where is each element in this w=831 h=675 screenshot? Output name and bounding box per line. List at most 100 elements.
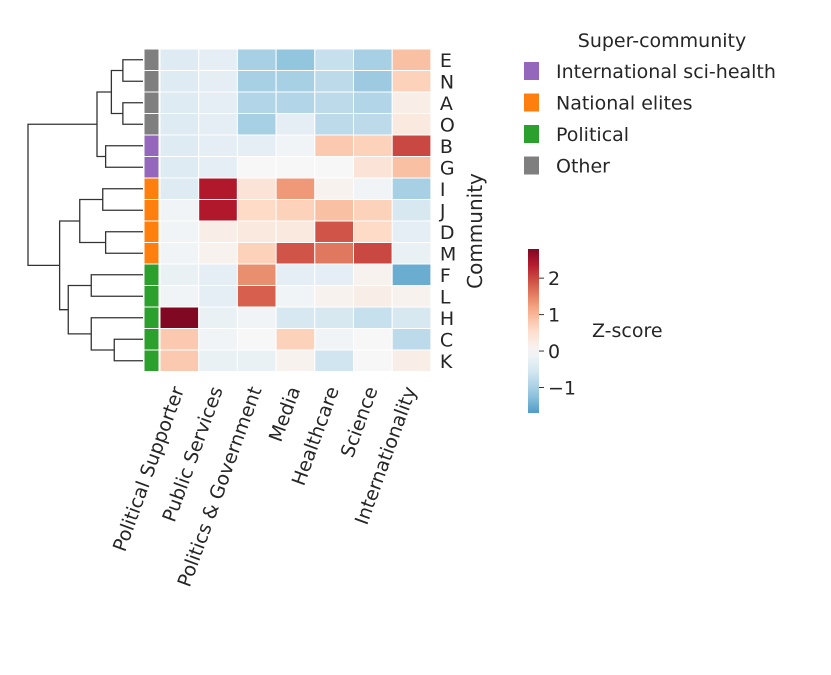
heatmap-cell xyxy=(236,263,277,286)
colorbar: 2 1 0 −1 Z-score xyxy=(528,249,663,413)
heatmap-cell xyxy=(314,156,354,179)
row-label: C xyxy=(440,329,453,351)
dendrogram-link xyxy=(102,188,143,211)
heatmap-cell xyxy=(159,177,200,200)
heatmap-cell xyxy=(353,177,393,200)
row-label: K xyxy=(440,351,453,373)
heatmap-cell xyxy=(275,70,316,93)
column-label: Media xyxy=(265,384,305,445)
heatmap-cell xyxy=(275,113,316,136)
heatmap-cell xyxy=(198,113,238,136)
heatmap-cell xyxy=(159,263,200,286)
dendrogram-link xyxy=(67,284,92,335)
heatmap-cell xyxy=(159,113,200,136)
row-label: L xyxy=(440,286,451,308)
heatmap-cell xyxy=(198,242,238,265)
heatmap-cell xyxy=(198,91,238,114)
row-label: B xyxy=(440,136,453,158)
super-community-marker xyxy=(143,220,160,243)
row-label: A xyxy=(440,93,453,115)
heatmap-cell xyxy=(198,220,238,243)
heatmap-cell xyxy=(275,349,316,372)
super-community-marker xyxy=(143,177,160,200)
dendrogram-link xyxy=(104,231,143,254)
heatmap-cell xyxy=(314,263,354,286)
legend-entry-label: Political xyxy=(556,124,629,146)
heatmap-cell xyxy=(314,349,354,372)
heatmap-cell xyxy=(353,328,393,351)
super-community-marker xyxy=(143,242,160,265)
heatmap-cell xyxy=(159,156,200,179)
super-community-strip xyxy=(143,48,160,372)
heatmap-cells xyxy=(159,48,432,372)
heatmap-cell xyxy=(314,285,354,308)
row-label: G xyxy=(440,157,455,179)
super-community-marker xyxy=(143,156,160,179)
heatmap-cell xyxy=(314,70,354,93)
heatmap-cell xyxy=(391,199,432,222)
heatmap-cell xyxy=(198,349,238,372)
heatmap-cell xyxy=(236,156,277,179)
heatmap-cell xyxy=(314,328,354,351)
heatmap-cell xyxy=(275,306,316,329)
row-label: E xyxy=(440,50,452,72)
heatmap-cell xyxy=(198,285,238,308)
heatmap-cell xyxy=(391,70,432,93)
super-community-marker xyxy=(143,328,160,351)
heatmap-cell xyxy=(236,199,277,222)
legend-entry-label: National elites xyxy=(556,93,693,115)
heatmap-cell xyxy=(391,285,432,308)
heatmap-cell xyxy=(159,242,200,265)
dendrogram-link xyxy=(104,145,143,168)
heatmap-cell xyxy=(391,328,432,351)
heatmap-cell xyxy=(275,242,316,265)
dendrogram-link xyxy=(113,338,143,362)
heatmap-cell xyxy=(314,306,354,329)
colorbar-tick-label: 2 xyxy=(548,268,560,290)
heatmap-cell xyxy=(275,328,316,351)
colorbar-gradient xyxy=(528,249,539,413)
super-community-marker xyxy=(143,48,160,71)
heatmap-cell xyxy=(275,134,316,157)
heatmap-cell xyxy=(159,328,200,351)
row-label: O xyxy=(440,114,455,136)
legend-swatch xyxy=(524,93,539,112)
heatmap-cell xyxy=(353,242,393,265)
heatmap-cell xyxy=(275,285,316,308)
heatmap-cell xyxy=(159,199,200,222)
heatmap-cell xyxy=(198,306,238,329)
super-community-marker xyxy=(143,306,160,329)
heatmap-cell xyxy=(236,220,277,243)
dendrogram-link xyxy=(58,220,80,311)
heatmap-cell xyxy=(353,134,393,157)
heatmap-cell xyxy=(314,91,354,114)
heatmap-cell xyxy=(391,156,432,179)
colorbar-tick-label: 1 xyxy=(548,305,560,327)
heatmap-cell xyxy=(391,306,432,329)
heatmap-cell xyxy=(198,328,238,351)
heatmap-cell xyxy=(159,48,200,71)
heatmap-cell xyxy=(275,220,316,243)
heatmap-cell xyxy=(353,263,393,286)
legend-swatch xyxy=(524,125,539,143)
heatmap-cell xyxy=(275,91,316,114)
heatmap-cell xyxy=(236,113,277,136)
dendrogram-link xyxy=(122,59,143,82)
heatmap-cell xyxy=(236,134,277,157)
heatmap-cell xyxy=(353,220,393,243)
heatmap-cell xyxy=(236,91,277,114)
heatmap-cell xyxy=(198,134,238,157)
super-community-marker xyxy=(143,285,160,308)
row-label: D xyxy=(440,222,455,244)
heatmap-cell xyxy=(353,113,393,136)
super-community-marker xyxy=(143,199,160,222)
heatmap-cell xyxy=(391,134,432,157)
y-axis-label: Community xyxy=(463,173,487,289)
legend-entry-label: International sci-health xyxy=(556,61,776,83)
heatmap-cell xyxy=(236,306,277,329)
heatmap-cell xyxy=(353,199,393,222)
heatmap-cell xyxy=(159,285,200,308)
heatmap-cell xyxy=(314,220,354,243)
